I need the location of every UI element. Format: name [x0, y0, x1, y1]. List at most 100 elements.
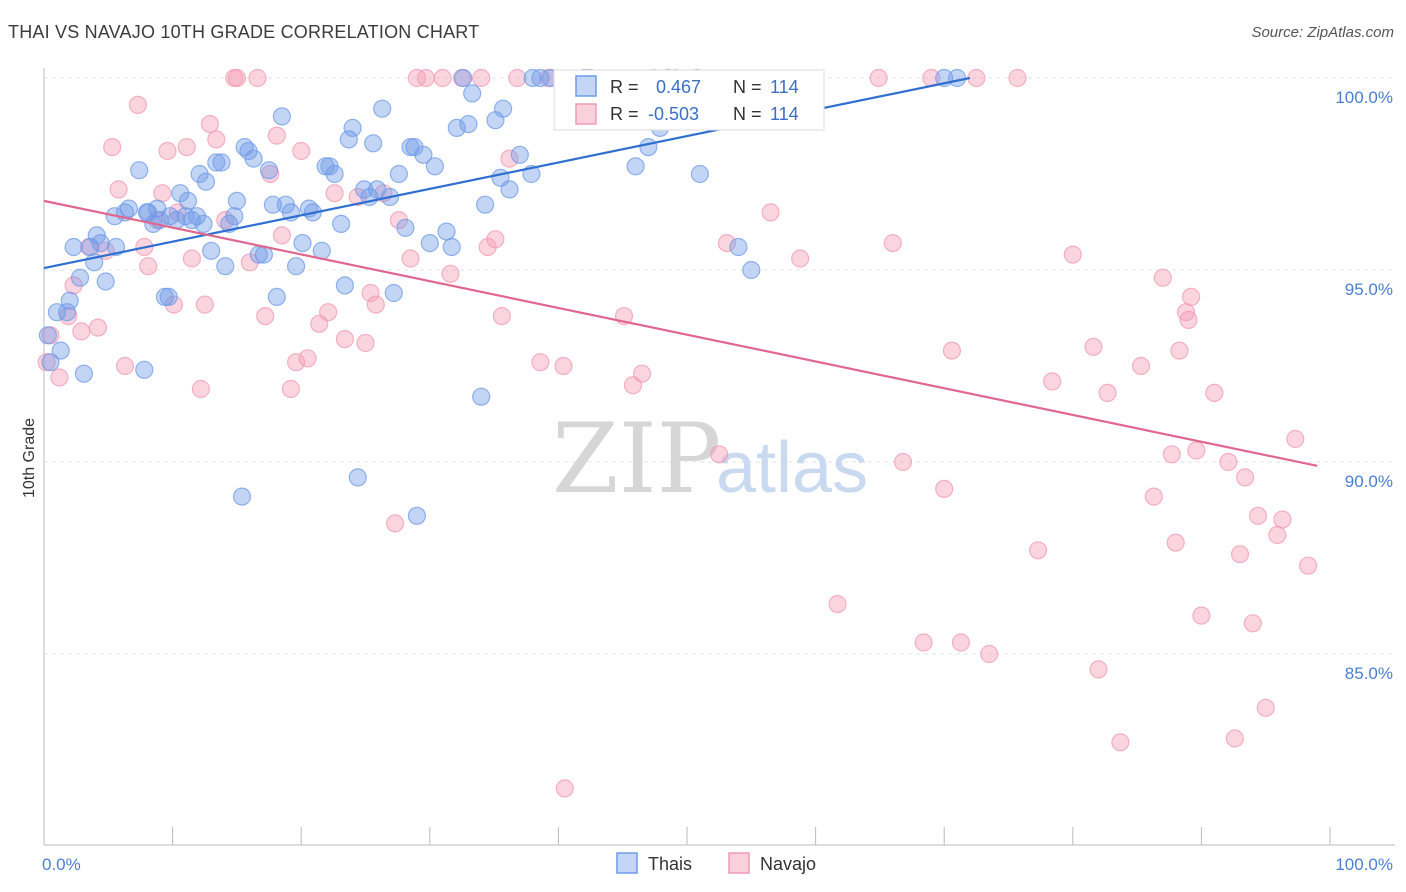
thais-point	[267, 287, 286, 306]
navajo-r-label: R =	[610, 104, 639, 124]
navajo-point	[828, 594, 847, 614]
navajo-point	[267, 126, 286, 145]
chart-title: THAI VS NAVAJO 10TH GRADE CORRELATION CH…	[8, 22, 480, 42]
thais-point	[60, 291, 79, 310]
thais-point	[171, 184, 190, 203]
thais-point	[348, 468, 367, 487]
navajo-n-value: 114	[770, 104, 799, 124]
legend-thais-label: Thais	[648, 854, 692, 874]
navajo-point	[1273, 510, 1292, 529]
navajo-point	[298, 349, 317, 368]
thais-point	[70, 268, 90, 287]
navajo-point	[893, 452, 913, 472]
thais-r-value: 0.467	[656, 77, 701, 97]
navajo-point	[1256, 698, 1275, 717]
navajo-point	[980, 644, 999, 664]
x-tick-label: 100.0%	[1335, 855, 1393, 874]
thais-point	[389, 164, 408, 184]
navajo-point	[386, 514, 405, 533]
y-axis-label: 10th Grade	[21, 418, 38, 498]
thais-point	[207, 153, 226, 172]
thais-point	[626, 157, 645, 176]
navajo-point	[967, 68, 986, 88]
thais-point	[51, 341, 70, 360]
thais-point	[232, 487, 252, 506]
navajo-point	[366, 295, 385, 314]
navajo-point	[356, 333, 375, 353]
thais-point	[425, 157, 444, 176]
navajo-point	[1166, 533, 1185, 552]
thais-point	[106, 237, 126, 257]
thais-point	[194, 214, 213, 233]
navajo-point	[1028, 541, 1048, 560]
navajo-point	[1248, 506, 1268, 525]
navajo-swatch	[575, 103, 597, 125]
series-legend: Thais Navajo	[616, 852, 816, 874]
navajo-point	[492, 307, 511, 326]
thais-point	[244, 149, 263, 168]
navajo-point	[37, 353, 56, 372]
navajo-point	[256, 307, 275, 326]
navajo-point	[1286, 429, 1305, 449]
navajo-point	[1111, 733, 1130, 752]
thais-point	[38, 326, 58, 345]
navajo-point	[942, 341, 962, 360]
navajo-point	[1181, 287, 1201, 306]
navajo-point	[158, 141, 177, 161]
x-tick-labels: 0.0% 100.0%	[42, 855, 1393, 874]
navajo-n-label: N =	[733, 104, 762, 124]
navajo-point	[72, 322, 91, 341]
navajo-point	[1298, 556, 1318, 575]
thais-point	[639, 138, 658, 157]
navajo-point	[1043, 372, 1062, 391]
thais-point	[690, 164, 710, 184]
thais-point	[332, 214, 351, 233]
thais-point	[500, 180, 519, 199]
thais-n-value: 114	[770, 77, 799, 97]
navajo-point	[1144, 487, 1163, 506]
navajo-point	[287, 353, 306, 372]
thais-point	[41, 353, 60, 372]
thais-point	[272, 107, 291, 126]
thais-point	[442, 237, 461, 257]
navajo-point	[1089, 660, 1108, 679]
watermark-atlas: atlas	[716, 428, 868, 508]
navajo-point	[1153, 268, 1172, 287]
navajo-r-value: -0.503	[648, 104, 699, 124]
thais-point	[364, 134, 383, 153]
thais-point	[135, 360, 154, 379]
y-tick-label: 95.0%	[1345, 280, 1393, 299]
legend-navajo-swatch	[728, 852, 750, 874]
navajo-point	[200, 114, 219, 134]
y-tick-label: 100.0%	[1335, 88, 1393, 107]
thais-point	[137, 203, 156, 222]
thais-point	[196, 172, 216, 191]
navajo-point	[951, 633, 971, 652]
thais-point	[178, 191, 198, 210]
thais-point	[454, 68, 473, 88]
navajo-point	[88, 318, 108, 337]
navajo-point	[319, 303, 338, 322]
navajo-point	[1205, 383, 1224, 402]
navajo-point	[935, 479, 954, 498]
navajo-point	[1162, 445, 1181, 464]
thais-point	[155, 287, 174, 306]
navajo-point	[1225, 729, 1244, 748]
navajo-point	[472, 68, 491, 88]
thais-point	[287, 257, 306, 276]
navajo-point	[632, 364, 652, 383]
navajo-point	[1235, 468, 1255, 487]
navajo-point	[153, 184, 172, 203]
thais-point	[227, 191, 246, 210]
navajo-point	[1179, 310, 1198, 329]
navajo-point	[195, 295, 214, 314]
navajo-point	[272, 226, 291, 245]
navajo-point	[478, 237, 497, 257]
source-credit: Source: ZipAtlas.com	[1251, 24, 1394, 41]
thais-point	[494, 99, 513, 118]
thais-point	[202, 241, 221, 260]
navajo-point	[1192, 606, 1211, 625]
thais-point	[384, 283, 403, 303]
thais-point	[64, 237, 83, 257]
